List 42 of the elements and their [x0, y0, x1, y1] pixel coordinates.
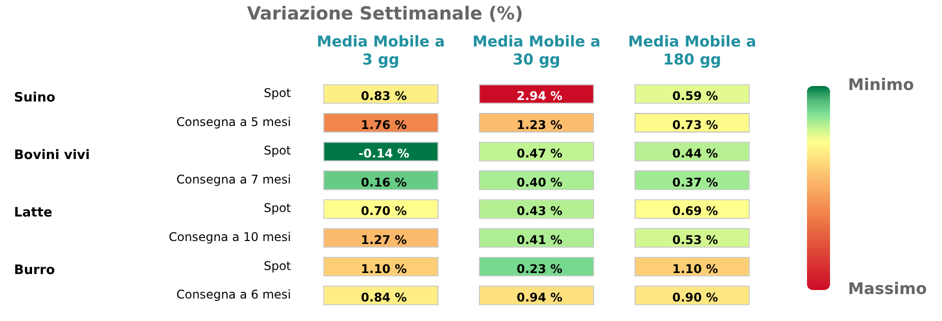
data-label: 1.23 % — [516, 118, 562, 132]
color-bar-label: Massimo — [848, 279, 927, 298]
data-label: 0.70 % — [360, 204, 407, 218]
y-tick-label: Spot — [264, 258, 292, 273]
data-label: 0.37 % — [672, 175, 718, 190]
y2-tick-label: Burro — [14, 263, 55, 278]
data-label: 0.94 % — [516, 290, 562, 305]
data-label: 0.16 % — [360, 175, 407, 190]
y2-tick-label: Suino — [14, 90, 56, 106]
y-tick-label: Consegna a 10 mesi — [168, 230, 291, 244]
y-tick-label: Consegna a 7 mesi — [176, 172, 291, 186]
x-tick-label: Media Mobile a 180 gg — [628, 32, 756, 68]
color-bar-label: Minimo — [848, 75, 914, 94]
y-tick-label: Consegna a 6 mesi — [176, 288, 291, 302]
y-tick-label: Consegna a 5 mesi — [176, 114, 291, 129]
data-label: 1.76 % — [360, 118, 407, 132]
data-label: 0.40 % — [516, 175, 562, 190]
data-label: 1.10 % — [672, 262, 718, 276]
data-label: 0.43 % — [516, 204, 562, 218]
data-label: 0.44 % — [672, 146, 718, 161]
data-label: 0.59 % — [672, 89, 718, 104]
y-tick-label: Spot — [264, 144, 292, 158]
chart-title: Variazione Settimanale (%) — [246, 3, 524, 24]
y-tick-label: Spot — [264, 201, 292, 216]
data-label: 0.73 % — [672, 118, 718, 132]
y-tick-label: Spot — [264, 86, 292, 100]
data-label: 0.84 % — [360, 290, 407, 305]
data-label: -0.14 % — [358, 146, 410, 161]
x-tick-label: Media Mobile a 3 gg — [316, 32, 445, 68]
x-tick-label: Media Mobile a 30 gg — [472, 32, 601, 68]
data-label: 1.27 % — [360, 232, 407, 247]
data-label: 0.53 % — [672, 232, 718, 247]
data-label: 0.83 % — [360, 89, 407, 104]
data-label: 0.41 % — [516, 232, 562, 247]
data-label: 1.10 % — [360, 262, 407, 276]
data-label: 0.90 % — [672, 290, 718, 305]
data-label: 0.69 % — [672, 204, 718, 218]
data-label: 0.23 % — [516, 262, 562, 276]
y2-tick-label: Bovini vivi — [14, 148, 90, 163]
y2-tick-label: Latte — [14, 205, 52, 220]
data-label: 2.94 % — [516, 89, 562, 104]
data-label: 0.47 % — [516, 146, 562, 161]
